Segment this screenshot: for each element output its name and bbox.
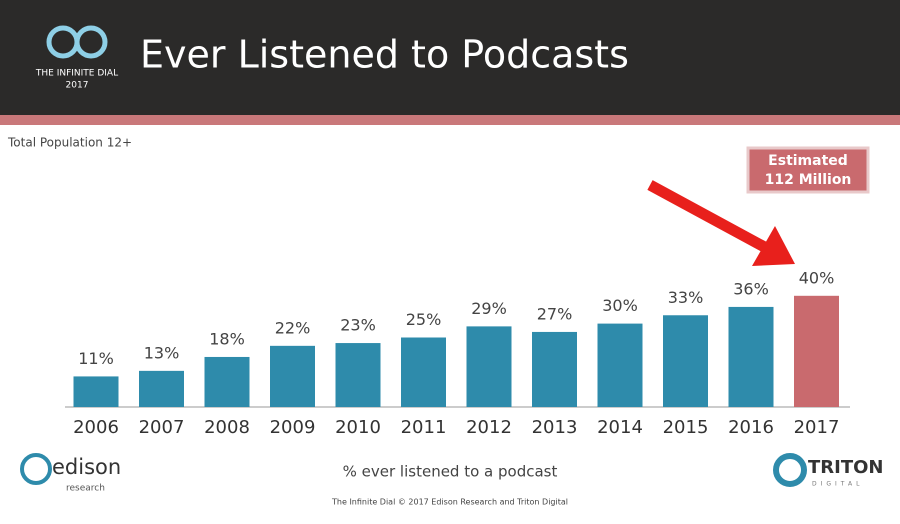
logo-year: 2017 bbox=[66, 81, 89, 91]
edison-mark bbox=[20, 453, 52, 485]
arrow-head bbox=[752, 226, 795, 266]
value-label: 11% bbox=[78, 349, 114, 368]
value-label: 33% bbox=[668, 288, 704, 307]
edison-text: edison bbox=[52, 455, 121, 479]
x-tick-label: 2013 bbox=[532, 417, 578, 438]
header-bar bbox=[0, 0, 900, 115]
x-tick-label: 2014 bbox=[597, 417, 643, 438]
bar bbox=[401, 337, 446, 407]
edison-logo: edison research bbox=[20, 453, 121, 494]
value-label: 27% bbox=[537, 304, 573, 323]
x-tick-label: 2006 bbox=[73, 417, 119, 438]
x-tick-label: 2009 bbox=[270, 417, 316, 438]
logo-text: THE INFINITE DIAL bbox=[35, 69, 118, 79]
value-label: 25% bbox=[406, 310, 442, 329]
bar bbox=[270, 345, 315, 407]
annotation: Estimated 112 Million bbox=[746, 146, 870, 194]
arrow-shaft bbox=[647, 180, 773, 255]
triton-text: TRITON bbox=[808, 457, 883, 478]
bar bbox=[532, 331, 577, 407]
x-axis-label: % ever listened to a podcast bbox=[343, 463, 558, 481]
triton-mark bbox=[773, 453, 807, 487]
value-label: 36% bbox=[733, 279, 769, 298]
bar bbox=[139, 370, 184, 407]
x-tick-label: 2008 bbox=[204, 417, 250, 438]
value-label: 40% bbox=[799, 268, 835, 287]
bar bbox=[466, 326, 512, 407]
bar bbox=[663, 315, 708, 407]
value-label: 18% bbox=[209, 329, 245, 348]
edison-sub: research bbox=[66, 484, 105, 494]
bar bbox=[794, 295, 839, 407]
triton-sub: DIGITAL bbox=[812, 481, 863, 488]
bar bbox=[597, 323, 643, 407]
x-tick-label: 2015 bbox=[663, 417, 709, 438]
value-label: 22% bbox=[275, 318, 311, 337]
value-label: 13% bbox=[144, 343, 180, 362]
header-strip bbox=[0, 115, 900, 125]
bar bbox=[204, 356, 250, 407]
annotation-line: 112 Million bbox=[765, 172, 852, 188]
annotation-box bbox=[746, 146, 870, 194]
logo-ring bbox=[74, 25, 108, 59]
x-tick-label: 2011 bbox=[401, 417, 447, 438]
x-tick-label: 2012 bbox=[466, 417, 512, 438]
x-tick-label: 2016 bbox=[728, 417, 774, 438]
x-tick-label: 2007 bbox=[139, 417, 185, 438]
value-label: 23% bbox=[340, 316, 376, 335]
x-tick-label: 2017 bbox=[794, 417, 840, 438]
bar bbox=[335, 343, 381, 407]
bar bbox=[73, 376, 119, 407]
logo-mark bbox=[46, 25, 108, 59]
bar bbox=[728, 306, 774, 407]
slide-title: Ever Listened to Podcasts bbox=[140, 33, 629, 77]
footer-credit: The Infinite Dial © 2017 Edison Research… bbox=[331, 498, 568, 507]
triton-logo: TRITON DIGITAL bbox=[773, 453, 883, 488]
value-label: 30% bbox=[602, 296, 638, 315]
subtitle: Total Population 12+ bbox=[7, 136, 132, 150]
x-tick-label: 2010 bbox=[335, 417, 381, 438]
value-label: 29% bbox=[471, 299, 507, 318]
annotation-line: Estimated bbox=[768, 153, 848, 169]
